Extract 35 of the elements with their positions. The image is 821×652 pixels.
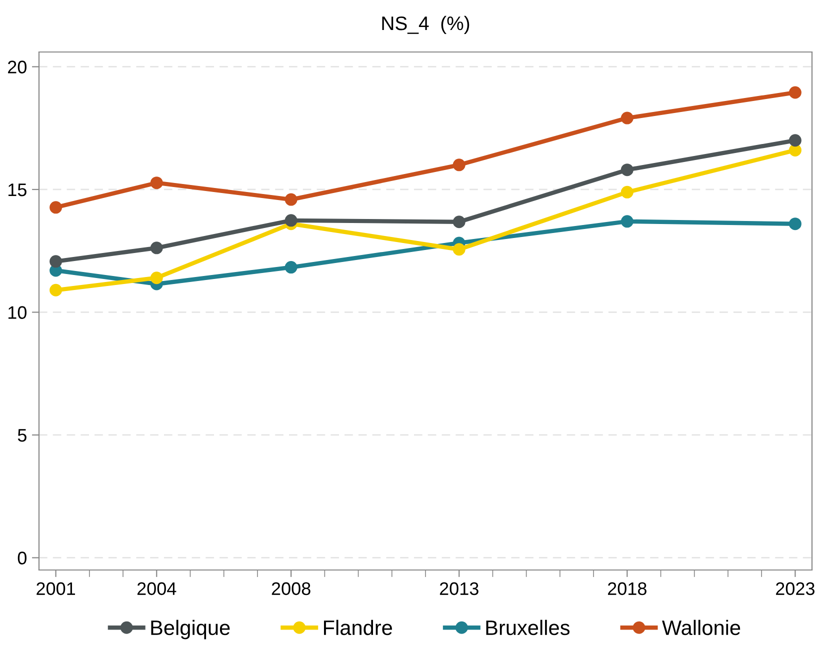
- y-tick-label: 15: [8, 184, 26, 196]
- legend-label: Bruxelles: [486, 620, 570, 636]
- x-tick-label: 2001: [36, 582, 76, 596]
- point: [452, 243, 466, 256]
- chart-title: NS_4 (%): [382, 16, 470, 34]
- y-tick-label: 20: [8, 60, 26, 74]
- point: [284, 261, 298, 274]
- point: [284, 193, 298, 206]
- point: [50, 201, 62, 214]
- x-tick-label: 2008: [272, 582, 310, 596]
- point: [788, 134, 802, 147]
- y-tick-label: 10: [8, 306, 26, 319]
- x-tick-label: 2004: [137, 582, 176, 596]
- legend-label: Flandre: [324, 620, 392, 636]
- point: [620, 164, 634, 176]
- y-tick-label: 0: [18, 552, 26, 564]
- point: [50, 284, 62, 296]
- x-tick-label: 2023: [776, 582, 814, 596]
- point: [150, 272, 163, 284]
- point: [788, 86, 802, 99]
- point: [150, 176, 163, 190]
- point: [788, 218, 802, 230]
- point: [452, 216, 466, 228]
- x-tick-label: 2013: [440, 582, 478, 596]
- y-tick-label: 5: [18, 429, 26, 442]
- point: [620, 215, 634, 228]
- x-tick-label: 2018: [608, 582, 646, 596]
- point: [284, 214, 298, 227]
- point: [620, 186, 634, 198]
- legend-label: Wallonie: [662, 620, 740, 636]
- legend-label: Belgique: [151, 620, 230, 640]
- point: [50, 255, 62, 268]
- point: [620, 112, 634, 124]
- point: [452, 158, 466, 172]
- point: [150, 242, 163, 254]
